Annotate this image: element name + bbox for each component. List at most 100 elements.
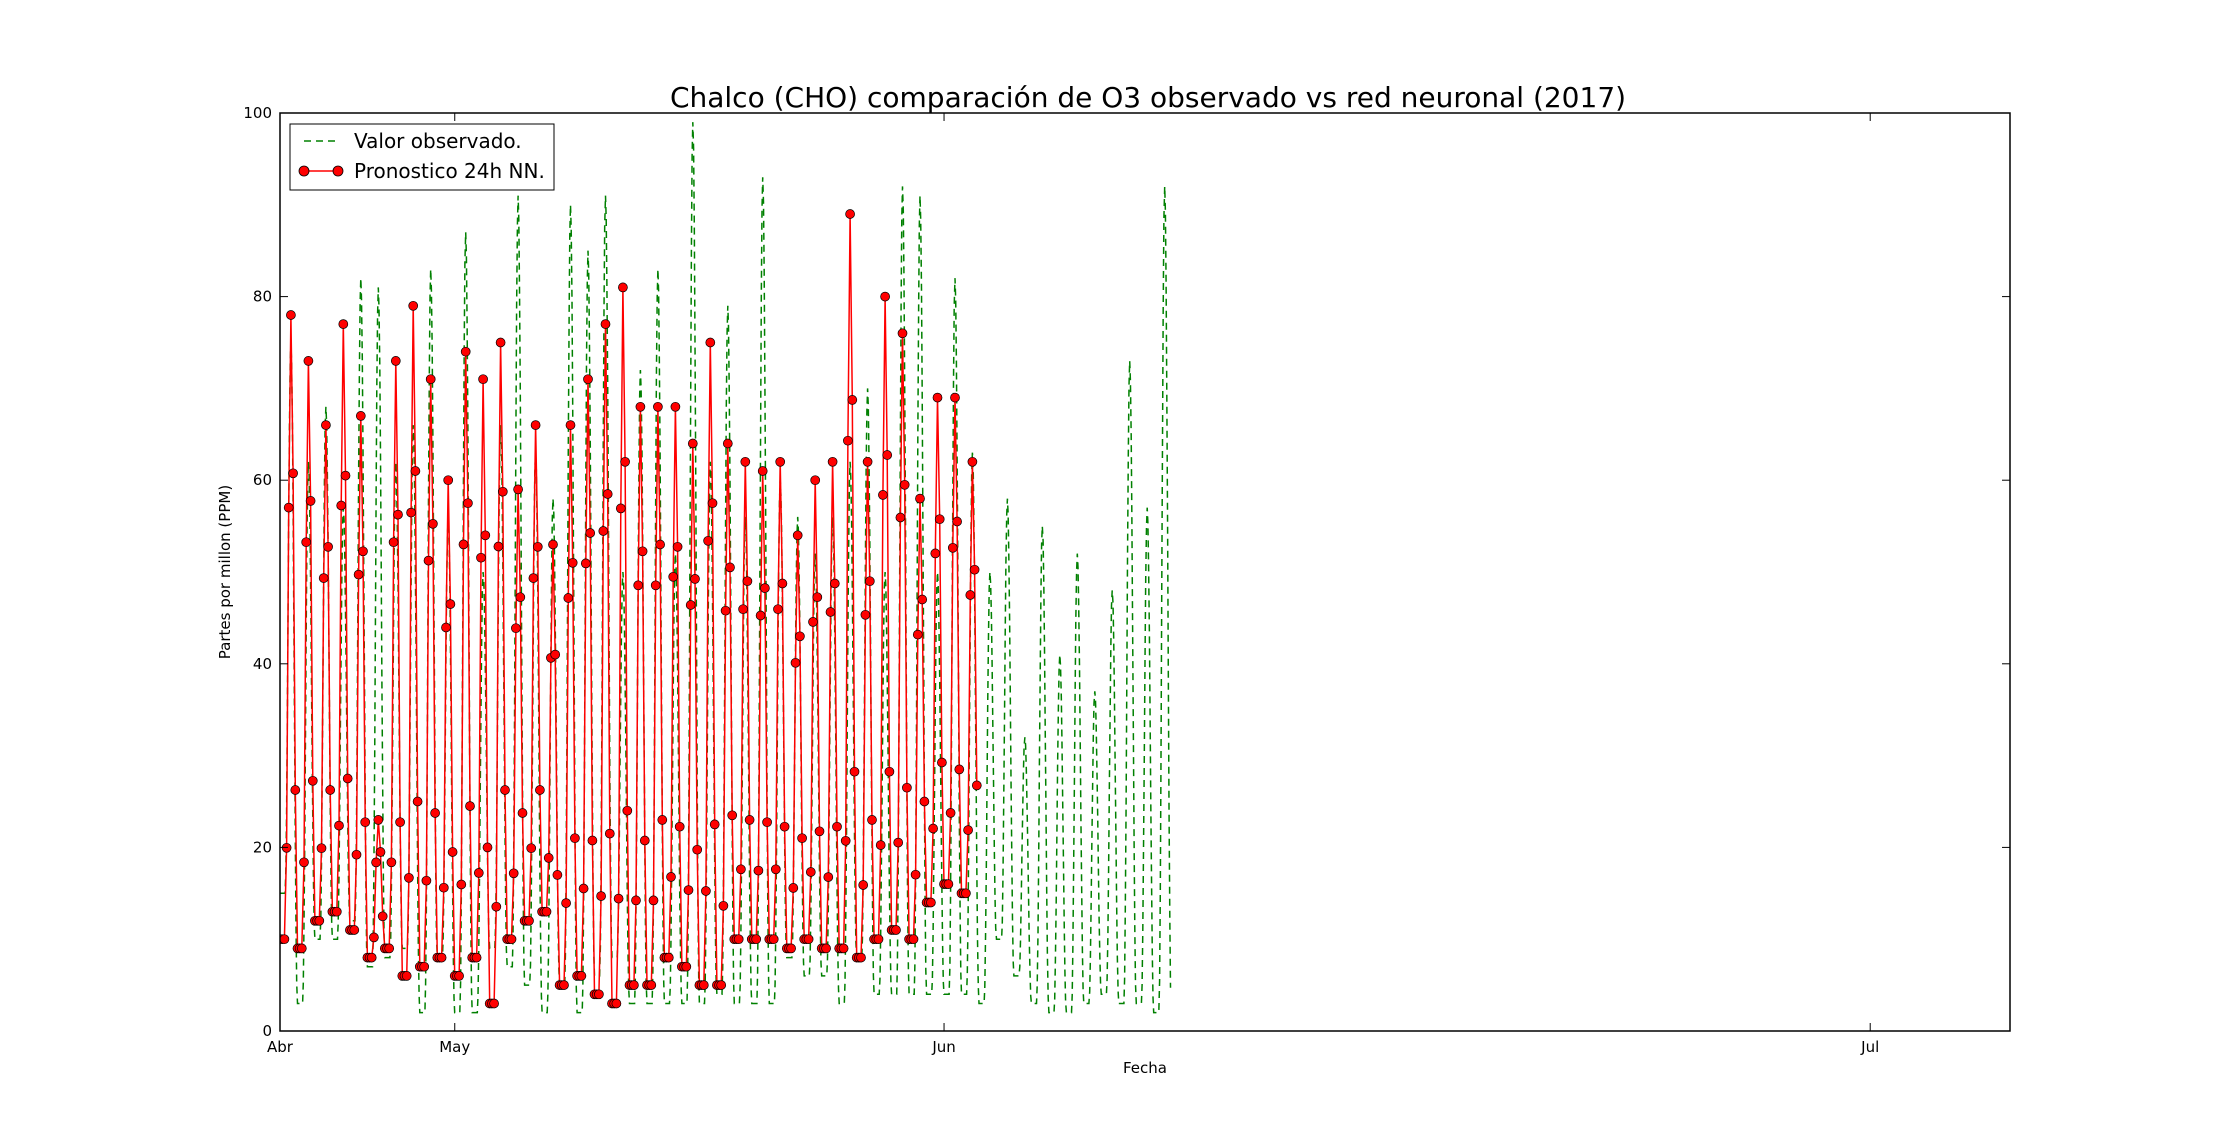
forecast-point xyxy=(321,420,331,430)
forecast-point xyxy=(395,817,405,828)
forecast-point xyxy=(371,857,381,868)
forecast-point xyxy=(858,880,869,890)
forecast-point xyxy=(685,600,696,610)
forecast-point xyxy=(473,868,484,878)
forecast-point xyxy=(353,569,364,580)
y-tick-label: 40 xyxy=(253,655,272,673)
forecast-point xyxy=(561,898,571,908)
forecast-point xyxy=(349,925,360,935)
forecast-point xyxy=(703,535,713,546)
forecast-point xyxy=(971,780,982,791)
forecast-point xyxy=(845,209,855,219)
forecast-point xyxy=(945,808,956,818)
forecast-point xyxy=(408,300,419,311)
forecast-point xyxy=(567,557,578,568)
forecast-point xyxy=(463,498,473,509)
forecast-point xyxy=(517,808,528,818)
legend-forecast-label: Pronostico 24h NN. xyxy=(354,159,545,183)
forecast-point xyxy=(950,392,960,403)
forecast-point xyxy=(458,539,469,550)
forecast-point xyxy=(393,509,403,520)
forecast-point xyxy=(447,847,458,857)
forecast-point xyxy=(825,607,836,617)
forecast-point xyxy=(928,823,938,834)
forecast-point xyxy=(882,450,893,460)
forecast-point xyxy=(736,864,746,875)
forecast-point xyxy=(902,782,912,793)
forecast-point xyxy=(375,847,386,857)
forecast-point xyxy=(965,590,976,600)
forecast-point xyxy=(602,489,613,499)
forecast-point xyxy=(668,571,679,582)
forecast-point xyxy=(701,886,711,896)
forecast-point xyxy=(864,576,875,587)
forecast-point xyxy=(500,785,510,795)
forecast-point xyxy=(803,934,814,945)
forecast-point xyxy=(840,835,851,846)
forecast-point xyxy=(725,562,735,573)
forecast-point xyxy=(460,346,471,357)
forecast-point xyxy=(598,526,609,536)
forecast-point xyxy=(290,785,301,795)
legend-forecast-marker-left xyxy=(298,165,310,177)
forecast-point xyxy=(476,552,486,563)
forecast-point xyxy=(779,821,790,832)
forecast-point xyxy=(633,580,644,591)
forecast-point xyxy=(471,952,482,963)
forecast-point xyxy=(692,844,703,855)
forecast-point xyxy=(495,337,506,348)
forecast-point xyxy=(528,573,539,583)
forecast-point xyxy=(792,530,803,541)
forecast-point xyxy=(618,282,628,293)
forecast-point xyxy=(683,885,694,895)
forecast-point xyxy=(934,514,945,525)
forecast-point xyxy=(969,564,980,575)
forecast-point xyxy=(666,872,676,882)
forecast-point xyxy=(412,796,423,807)
forecast-point xyxy=(286,310,296,320)
x-axis: Abr May Jun Jul xyxy=(267,113,1879,1056)
forecast-point xyxy=(388,537,399,548)
forecast-point xyxy=(753,865,764,876)
forecast-point xyxy=(438,882,449,893)
forecast-point xyxy=(768,934,779,945)
forecast-point xyxy=(790,657,801,668)
forecast-point xyxy=(526,843,537,854)
forecast-point xyxy=(897,328,908,339)
forecast-point xyxy=(912,629,923,640)
forecast-point xyxy=(775,456,786,467)
forecast-point xyxy=(441,622,451,633)
forecast-point xyxy=(366,952,377,963)
forecast-point xyxy=(587,835,598,846)
forecast-point xyxy=(355,411,366,421)
forecast-point xyxy=(570,833,580,844)
forecast-point xyxy=(316,843,327,854)
forecast-point xyxy=(620,456,630,467)
forecast-point xyxy=(604,828,615,839)
forecast-point xyxy=(436,952,447,963)
forecast-point xyxy=(639,835,650,846)
forecast-point xyxy=(524,915,534,926)
forecast-point xyxy=(740,456,751,467)
forecast-point xyxy=(428,518,438,529)
legend-box xyxy=(289,123,555,191)
forecast-point xyxy=(305,496,316,506)
forecast-point xyxy=(513,484,523,495)
forecast-point xyxy=(482,842,493,853)
forecast-point xyxy=(808,617,818,627)
forecast-point xyxy=(404,872,414,883)
forecast-point xyxy=(961,888,971,899)
forecast-point xyxy=(895,512,906,523)
forecast-point xyxy=(705,337,716,348)
forecast-point xyxy=(795,631,805,642)
forecast-point xyxy=(917,594,928,605)
forecast-point xyxy=(423,555,434,566)
forecast-point xyxy=(707,498,718,509)
y-tick-label: 80 xyxy=(253,288,272,306)
forecast-point xyxy=(288,468,298,479)
forecast-point xyxy=(611,998,622,1009)
forecast-point xyxy=(454,971,464,981)
forecast-point xyxy=(926,897,936,908)
forecast-point xyxy=(580,558,591,569)
